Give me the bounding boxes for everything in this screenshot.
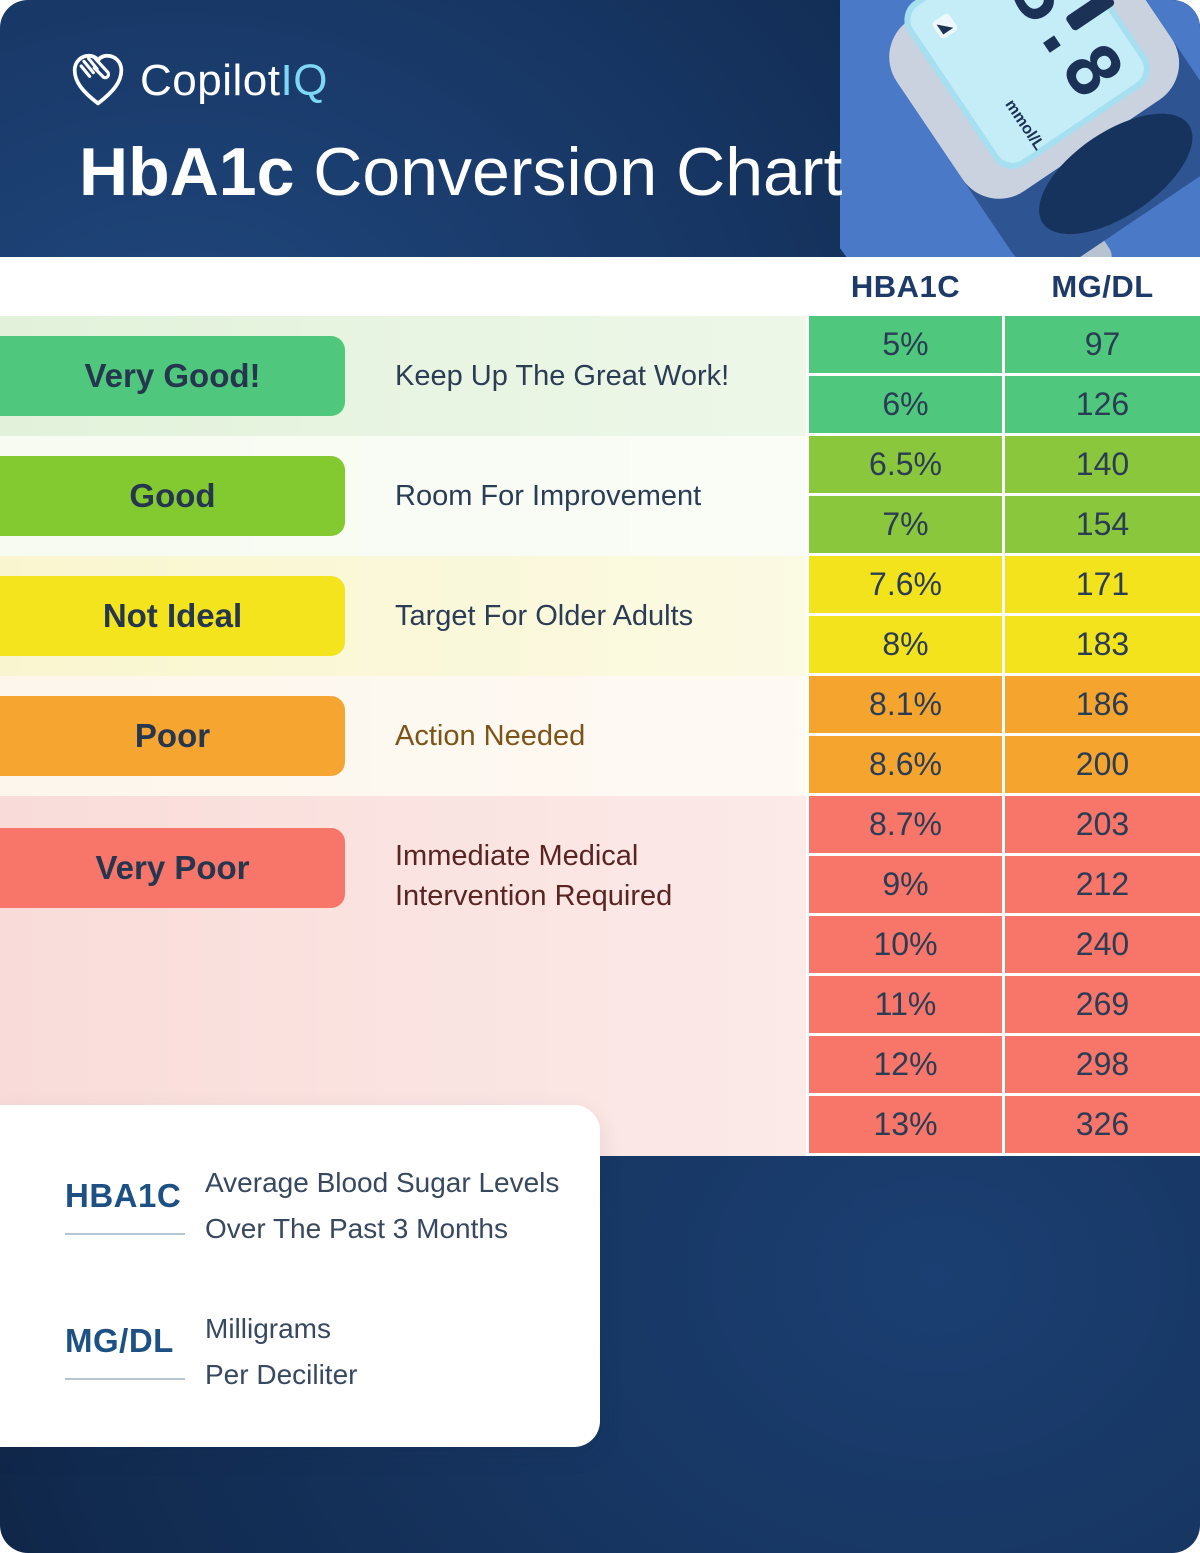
hba1c-cell: 5% <box>809 316 1002 373</box>
hba1c-cell: 8.1% <box>809 676 1002 733</box>
brand-logo: CopilotIQ <box>70 50 328 112</box>
mgdl-cell: 326 <box>1005 1096 1200 1153</box>
mgdl-cell: 298 <box>1005 1036 1200 1093</box>
hba1c-cell: 8.7% <box>809 796 1002 853</box>
hba1c-cell: 6% <box>809 376 1002 433</box>
hba1c-cell: 8.6% <box>809 736 1002 793</box>
column-header-mgdl: MG/DL <box>1051 268 1154 304</box>
category-badge: Poor <box>0 696 345 776</box>
column-header-hba1c: HBA1C <box>850 268 961 304</box>
mgdl-cell: 154 <box>1005 496 1200 553</box>
definition-line: Milligrams <box>205 1313 331 1344</box>
category-desc: Action Needed <box>395 720 586 752</box>
header-banner: 5.8 mmol/L CopilotIQ HbA1c Conversion Ch… <box>0 0 1200 257</box>
hba1c-cell: 11% <box>809 976 1002 1033</box>
brand-name: CopilotIQ <box>140 56 328 106</box>
definition-underline <box>65 1233 185 1235</box>
definition-line: Per Deciliter <box>205 1359 358 1390</box>
meter-button-oval <box>1039 113 1193 235</box>
heart-icon <box>72 53 124 106</box>
meter-screen <box>904 0 1150 169</box>
category-desc: Room For Improvement <box>395 480 702 512</box>
hba1c-cell: 10% <box>809 916 1002 973</box>
mgdl-cell: 269 <box>1005 976 1200 1033</box>
definition-line: Over The Past 3 Months <box>205 1213 508 1244</box>
category-badge: Good <box>0 456 345 536</box>
definition-term-mgdl: MG/DL <box>65 1322 174 1359</box>
drop-icon-glyph <box>936 24 954 35</box>
category-badge: Very Good! <box>0 336 345 416</box>
definitions-card: HBA1C Average Blood Sugar Levels Over Th… <box>0 1105 600 1447</box>
page-title: HbA1c Conversion Chart <box>79 136 842 208</box>
definition-underline <box>65 1378 185 1380</box>
mgdl-cell: 126 <box>1005 376 1200 433</box>
category-band <box>0 796 806 1156</box>
hba1c-cell: 6.5% <box>809 436 1002 493</box>
definition-line: Average Blood Sugar Levels <box>205 1167 560 1198</box>
category-badge: Not Ideal <box>0 576 345 656</box>
hba1c-cell: 7% <box>809 496 1002 553</box>
page-title-rest: Conversion Chart <box>294 134 843 210</box>
mgdl-cell: 212 <box>1005 856 1200 913</box>
brand-name-main: Copilot <box>140 56 281 105</box>
category-desc: Keep Up The Great Work! <box>395 360 730 392</box>
definition-term-hba1c: HBA1C <box>65 1177 182 1214</box>
category-desc: Immediate Medical Intervention Required <box>395 840 673 912</box>
brand-name-accent: IQ <box>280 56 328 105</box>
page-title-emphasis: HbA1c <box>79 134 295 210</box>
hba1c-cell: 12% <box>809 1036 1002 1093</box>
hba1c-cell: 9% <box>809 856 1002 913</box>
mgdl-cell: 171 <box>1005 556 1200 613</box>
hba1c-cell: 13% <box>809 1096 1002 1153</box>
mgdl-cell: 186 <box>1005 676 1200 733</box>
mgdl-cell: 183 <box>1005 616 1200 673</box>
mgdl-cell: 200 <box>1005 736 1200 793</box>
category-badge: Very Poor <box>0 828 345 908</box>
definition-text-hba1c: Average Blood Sugar Levels Over The Past… <box>205 1160 559 1252</box>
mgdl-cell: 203 <box>1005 796 1200 853</box>
hba1c-cell: 8% <box>809 616 1002 673</box>
definition-text-mgdl: Milligrams Per Deciliter <box>205 1306 357 1398</box>
hba1c-cell: 7.6% <box>809 556 1002 613</box>
mgdl-cell: 97 <box>1005 316 1200 373</box>
screen-bar-3 <box>1066 0 1115 31</box>
category-desc: Target For Older Adults <box>395 600 694 632</box>
mgdl-cell: 140 <box>1005 436 1200 493</box>
mgdl-cell: 240 <box>1005 916 1200 973</box>
glucose-meter-illustration: 5.8 mmol/L <box>840 0 1200 257</box>
